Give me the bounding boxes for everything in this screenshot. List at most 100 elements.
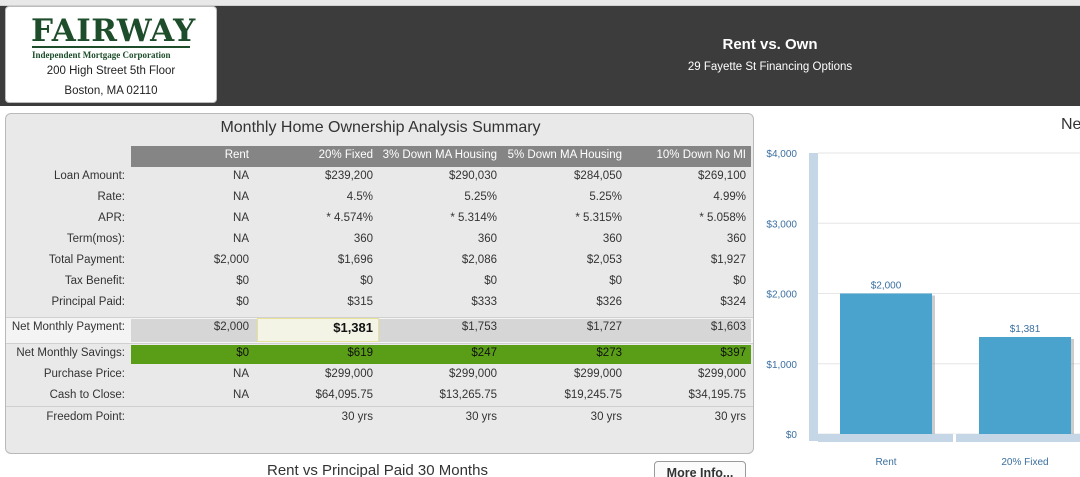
company-logo: FAIRWAY: [31, 13, 196, 49]
table-cell: $273: [596, 347, 622, 359]
table-cell: $64,095.75: [315, 389, 373, 401]
more-info-button[interactable]: More Info...: [654, 461, 746, 477]
table-cell: $1,927: [710, 254, 746, 266]
column-header: 3% Down MA Housing: [382, 149, 497, 161]
table-cell: NA: [233, 170, 249, 182]
table-cell: $333: [471, 296, 497, 308]
rent-vs-principal-title: Rent vs Principal Paid 30 Months: [267, 462, 488, 477]
table-cell: $299,000: [449, 368, 497, 380]
column-header: 20% Fixed: [318, 149, 373, 161]
table-cell: $284,050: [574, 170, 622, 182]
x-axis-divider: [953, 434, 956, 442]
table-cell: 30 yrs: [590, 411, 622, 423]
address-line-1: 200 High Street 5th Floor: [46, 65, 176, 77]
table-cell: $239,200: [325, 170, 373, 182]
row-label-total-payment: Total Payment:: [48, 254, 125, 266]
bar-data-label: $2,000: [871, 281, 902, 292]
table-cell: $1,696: [337, 254, 373, 266]
table-cell: $0: [236, 347, 249, 359]
table-cell: $2,000: [213, 254, 249, 266]
table-cell: 30 yrs: [465, 411, 497, 423]
summary-panel: Monthly Home Ownership Analysis Summary …: [5, 113, 754, 454]
table-cell: $326: [596, 296, 622, 308]
column-header: 5% Down MA Housing: [507, 149, 622, 161]
logo-rule: [32, 46, 190, 48]
logo-subtitle: Independent Mortgage Corporation: [32, 50, 171, 60]
row-label-principal-paid: Principal Paid:: [51, 296, 125, 308]
table-cell: $34,195.75: [688, 389, 746, 401]
table-cell: NA: [233, 368, 249, 380]
bar: [840, 293, 932, 434]
column-header: 10% Down No MI: [656, 149, 746, 161]
x-category-label: Rent: [875, 457, 896, 468]
table-cell: $299,000: [325, 368, 373, 380]
table-cell: $0: [360, 275, 373, 287]
table-cell: $619: [347, 347, 373, 359]
browser-top-strip: [0, 0, 1080, 6]
y-tick-label: $1,000: [766, 360, 797, 371]
table-cell: $2,053: [586, 254, 622, 266]
table-cell: 30 yrs: [341, 411, 373, 423]
address-line-2: Boston, MA 02110: [64, 85, 158, 97]
table-cell: $0: [236, 296, 249, 308]
table-cell: $2,086: [461, 254, 497, 266]
table-cell: NA: [233, 212, 249, 224]
table-cell: $315: [347, 296, 373, 308]
table-cell: $247: [471, 347, 497, 359]
table-cell: * 5.315%: [575, 212, 622, 224]
table-cell: $290,030: [449, 170, 497, 182]
row-label-tax-benefit: Tax Benefit:: [64, 275, 125, 287]
table-cell: * 5.058%: [699, 212, 746, 224]
bar: [979, 336, 1071, 434]
table-cell: $1,603: [710, 321, 746, 333]
table-cell: 5.25%: [464, 191, 497, 203]
table-cell: $299,000: [574, 368, 622, 380]
selected-option-highlight[interactable]: [257, 318, 379, 342]
table-cell: $2,000: [213, 321, 249, 333]
x-category-label: 20% Fixed: [1001, 457, 1048, 468]
net-savings-band: [131, 345, 751, 364]
row-label-apr: APR:: [98, 212, 125, 224]
table-cell: NA: [233, 389, 249, 401]
summary-title: Monthly Home Ownership Analysis Summary: [220, 119, 541, 136]
y-tick-label: $4,000: [766, 149, 797, 160]
table-cell: $397: [720, 347, 746, 359]
row-label-rate: Rate:: [97, 191, 126, 203]
freedom-separator: [6, 406, 753, 407]
row-label-net-monthly-payment: Net Monthly Payment:: [11, 321, 125, 333]
row-label-net-monthly-savings: Net Monthly Savings:: [16, 347, 125, 359]
table-cell: NA: [233, 233, 249, 245]
table-cell: $19,245.75: [564, 389, 622, 401]
table-cell: $1,727: [586, 321, 622, 333]
chart-title: Ne: [1061, 116, 1080, 133]
net-monthly-chart: $0 $1,000 $2,000 $3,000 $4,000 $2,000 Rent $1,3…: [766, 149, 1080, 468]
bar-data-label: $1,381: [1010, 324, 1041, 335]
table-cell: $299,000: [698, 368, 746, 380]
table-cell: 360: [602, 233, 622, 245]
row-label-term: Term(mos):: [66, 233, 125, 245]
table-cell: 4.99%: [713, 191, 746, 203]
y-axis-bar: [809, 153, 818, 441]
table-cell: $269,100: [698, 170, 746, 182]
column-header: Rent: [224, 149, 249, 161]
row-label-freedom-point: Freedom Point:: [46, 411, 125, 423]
y-tick-label: $0: [786, 430, 798, 441]
y-tick-label: $3,000: [766, 219, 797, 230]
table-cell: $13,265.75: [439, 389, 497, 401]
company-logo-card: FAIRWAY Independent Mortgage Corporation…: [5, 6, 217, 103]
table-cell: * 5.314%: [450, 212, 497, 224]
page-subtitle: 29 Fayette St Financing Options: [687, 61, 853, 73]
table-cell: $1,753: [461, 321, 497, 333]
table-cell: 360: [477, 233, 497, 245]
summary-header-band: [131, 146, 751, 167]
table-cell: $1,381: [333, 320, 373, 335]
table-cell: NA: [233, 191, 249, 203]
x-axis-bar: [818, 434, 1080, 442]
table-cell: 4.5%: [346, 191, 373, 203]
bar-shadow: [1071, 338, 1074, 434]
bar-shadow: [932, 295, 935, 434]
row-label-purchase-price: Purchase Price:: [43, 368, 125, 380]
row-label-cash-to-close: Cash to Close:: [49, 389, 125, 401]
table-cell: 30 yrs: [714, 411, 746, 423]
